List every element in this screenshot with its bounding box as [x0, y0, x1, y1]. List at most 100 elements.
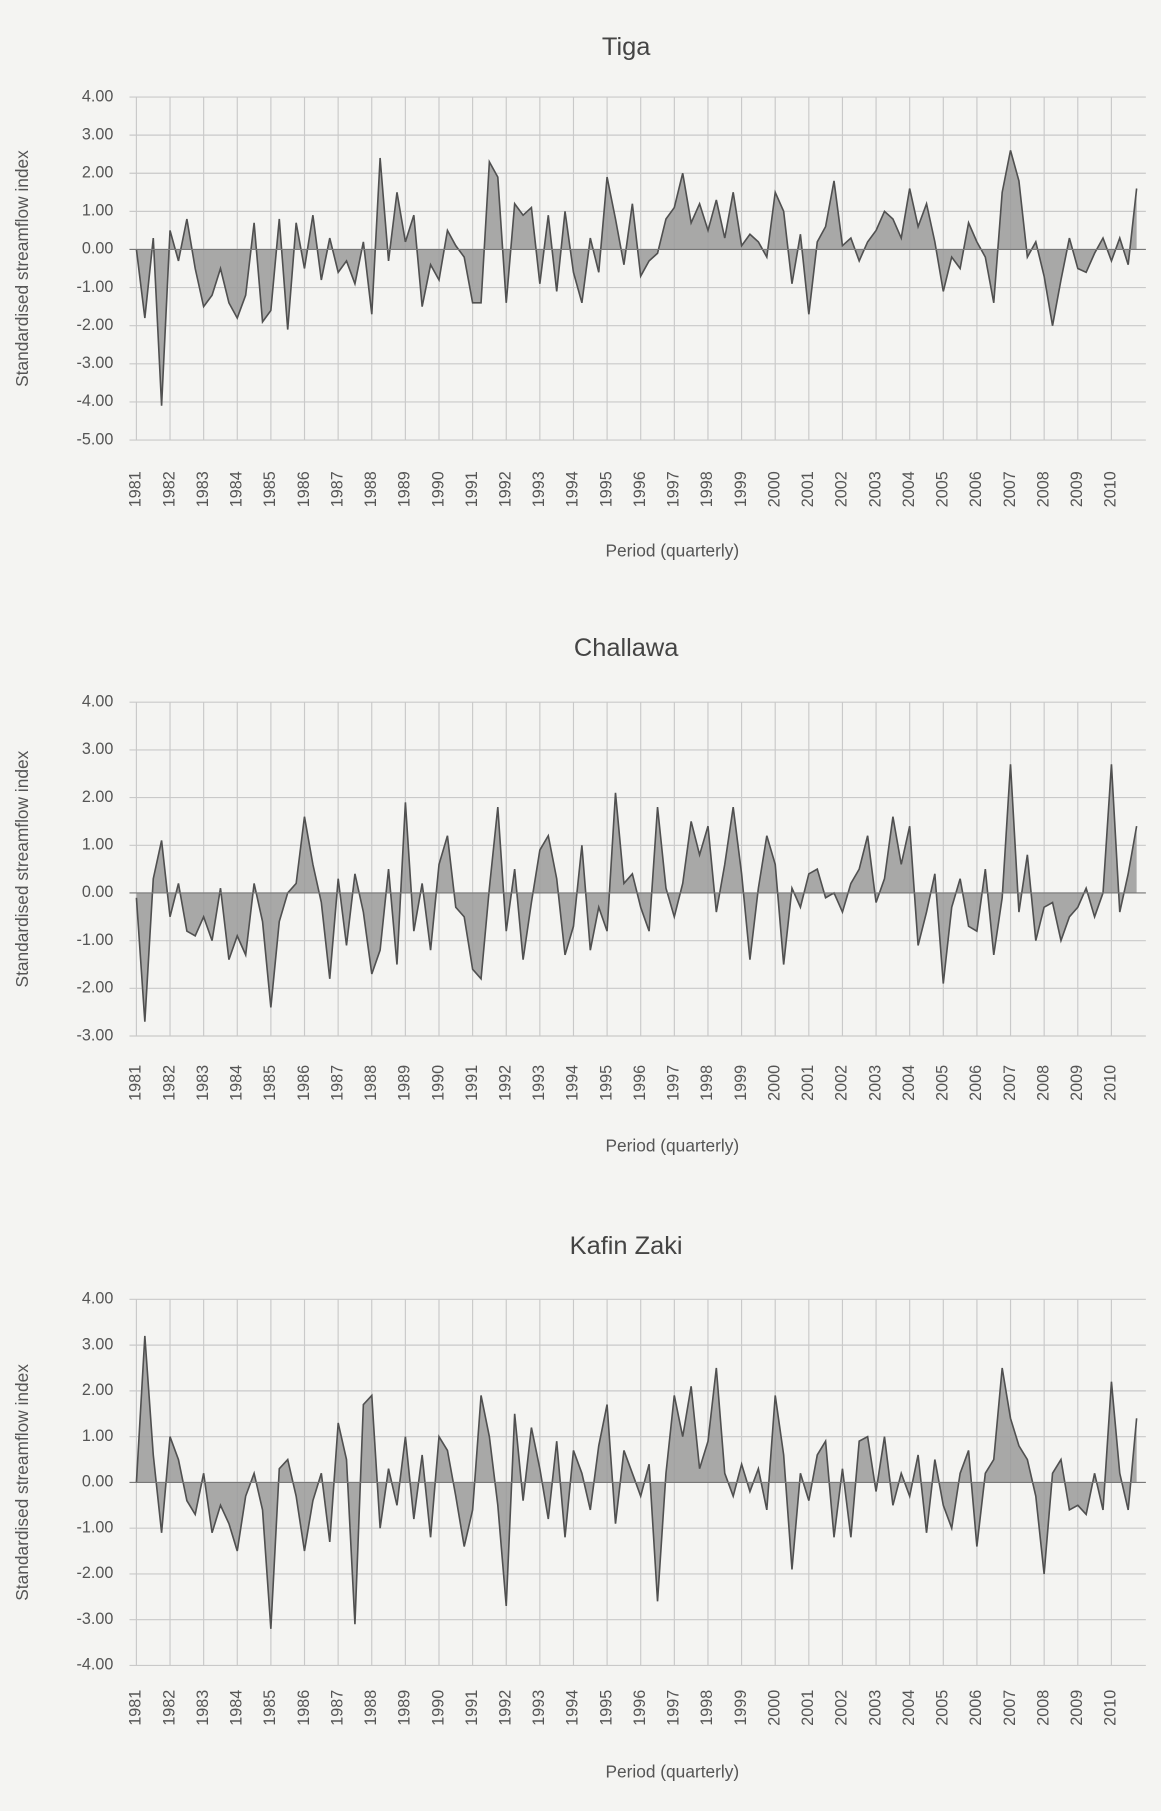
y-tick-label: -1.00 [76, 1518, 113, 1536]
x-tick-label: 2008 [1034, 471, 1052, 507]
x-tick-label: 1988 [362, 1690, 380, 1726]
x-tick-label: 1996 [631, 1065, 649, 1101]
x-tick-label: 1998 [698, 471, 716, 507]
x-tick-label: 1987 [328, 1690, 346, 1726]
x-tick-label: 1989 [396, 1065, 414, 1101]
x-tick-label: 1985 [261, 1065, 279, 1101]
x-tick-label: 2004 [900, 471, 918, 507]
x-tick-label: 2010 [1102, 471, 1120, 507]
y-tick-label: 0.00 [82, 883, 113, 901]
line [135, 150, 1138, 406]
x-tick-label: 1982 [160, 471, 178, 507]
y-tick-label: 0.00 [82, 1473, 113, 1491]
x-tick-label: 1989 [396, 1690, 414, 1726]
x-tick-label: 1991 [463, 1065, 481, 1101]
y-tick-label: 1.00 [82, 202, 113, 220]
x-tick-label: 1995 [597, 1065, 615, 1101]
x-tick-label: 2005 [934, 471, 952, 507]
y-tick-label: 2.00 [82, 788, 113, 806]
x-tick-label: 1991 [463, 1690, 481, 1726]
y-tick-label: -1.00 [76, 278, 113, 296]
x-tick-label: 1985 [261, 471, 279, 507]
x-tick-label: 2003 [866, 1690, 884, 1726]
x-tick-label: 2006 [967, 1690, 985, 1726]
x-tick-label: 1999 [732, 1065, 750, 1101]
x-tick-label: 2007 [1001, 1065, 1019, 1101]
y-tick-label: -4.00 [76, 1656, 113, 1674]
x-tick-label: 1995 [597, 471, 615, 507]
x-tick-label: 1983 [194, 471, 212, 507]
y-tick-label: -3.00 [76, 1026, 113, 1044]
x-tick-label: 1986 [295, 1065, 313, 1101]
y-tick-label: 3.00 [82, 1335, 113, 1353]
y-tick-label: -2.00 [76, 316, 113, 334]
y-tick-label: 1.00 [82, 836, 113, 854]
x-tick-label: 1993 [530, 471, 548, 507]
x-tick-label: 2003 [866, 471, 884, 507]
x-tick-label: 2001 [799, 1690, 817, 1726]
x-tick-label: 1994 [564, 1690, 582, 1726]
x-tick-label: 1981 [127, 471, 145, 507]
y-axis-label: Standardised streamflow index [12, 150, 32, 387]
y-tick-label: 4.00 [82, 692, 113, 710]
x-axis-label: Period (quarterly) [605, 1761, 739, 1781]
x-tick-label: 2004 [900, 1065, 918, 1101]
line [135, 764, 1138, 1022]
y-tick-label: 2.00 [82, 1381, 113, 1399]
y-tick-label: -3.00 [76, 354, 113, 372]
x-axis-label: Period (quarterly) [605, 1135, 739, 1155]
x-tick-label: 1981 [127, 1690, 145, 1726]
x-tick-label: 2006 [967, 471, 985, 507]
x-tick-label: 2006 [967, 1065, 985, 1101]
x-tick-label: 1993 [530, 1690, 548, 1726]
x-tick-label: 2002 [833, 1065, 851, 1101]
x-tick-label: 2008 [1034, 1065, 1052, 1101]
y-tick-label: 4.00 [82, 87, 113, 105]
y-tick-label: 1.00 [82, 1427, 113, 1445]
x-tick-label: 1987 [328, 1065, 346, 1101]
y-tick-label: 0.00 [82, 240, 113, 258]
x-tick-label: 1983 [194, 1690, 212, 1726]
x-tick-label: 1985 [261, 1690, 279, 1726]
x-tick-label: 2001 [799, 471, 817, 507]
x-tick-label: 2002 [833, 1690, 851, 1726]
x-tick-label: 1982 [160, 1690, 178, 1726]
x-tick-label: 2007 [1001, 1690, 1019, 1726]
x-tick-label: 1997 [665, 471, 683, 507]
x-tick-label: 2009 [1068, 471, 1086, 507]
x-tick-label: 1981 [127, 1065, 145, 1101]
x-tick-label: 1994 [564, 1065, 582, 1101]
y-tick-label: -2.00 [76, 979, 113, 997]
x-tick-label: 2002 [833, 471, 851, 507]
x-tick-label: 1989 [396, 471, 414, 507]
x-tick-label: 2010 [1102, 1690, 1120, 1726]
x-tick-label: 1997 [665, 1065, 683, 1101]
x-tick-label: 2000 [765, 1065, 783, 1101]
x-tick-label: 1998 [698, 1690, 716, 1726]
x-tick-label: 2003 [866, 1065, 884, 1101]
x-tick-label: 1990 [429, 471, 447, 507]
x-tick-label: 1992 [497, 1690, 515, 1726]
x-tick-label: 1986 [295, 471, 313, 507]
x-tick-label: 1984 [228, 1065, 246, 1101]
x-tick-label: 2010 [1102, 1065, 1120, 1101]
y-tick-label: -5.00 [76, 430, 113, 448]
y-tick-label: -1.00 [76, 931, 113, 949]
x-axis-label: Period (quarterly) [605, 541, 739, 561]
x-tick-label: 2009 [1068, 1690, 1086, 1726]
x-tick-label: 1984 [228, 471, 246, 507]
x-tick-label: 1987 [328, 471, 346, 507]
x-tick-label: 2000 [765, 1690, 783, 1726]
x-tick-label: 1997 [665, 1690, 683, 1726]
chart-title: Challawa [574, 634, 679, 662]
area [136, 150, 1137, 406]
x-tick-label: 2007 [1001, 471, 1019, 507]
x-tick-label: 1994 [564, 471, 582, 507]
x-tick-label: 1992 [497, 1065, 515, 1101]
y-tick-label: -2.00 [76, 1564, 113, 1582]
x-tick-label: 1988 [362, 471, 380, 507]
x-tick-label: 1999 [732, 1690, 750, 1726]
x-tick-label: 1999 [732, 471, 750, 507]
y-tick-label: -3.00 [76, 1610, 113, 1628]
